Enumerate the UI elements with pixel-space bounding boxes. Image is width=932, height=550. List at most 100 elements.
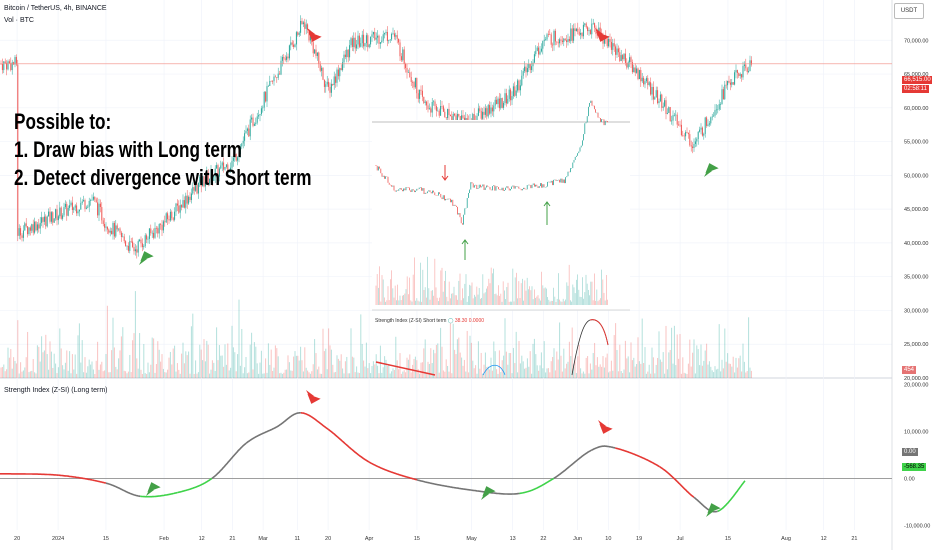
candle-body	[388, 40, 390, 41]
volume-bar	[160, 361, 162, 378]
volume-bar	[316, 369, 318, 378]
volume-bar	[384, 356, 386, 378]
inset-candle	[436, 195, 438, 196]
inset-candle	[537, 186, 539, 188]
volume-bar	[395, 336, 397, 378]
inset-candle	[476, 184, 478, 190]
candle-body	[428, 108, 430, 110]
inset-volume-bar	[489, 283, 491, 305]
volume-bar	[475, 365, 477, 378]
candle-body	[165, 213, 167, 223]
volume-bar	[350, 328, 352, 378]
candle-body	[260, 108, 262, 115]
candle-body	[52, 212, 54, 223]
candle-body	[612, 43, 614, 50]
candle-body	[216, 165, 218, 169]
volume-bar	[490, 357, 492, 378]
volume-bar	[112, 317, 114, 378]
candle-body	[386, 31, 388, 41]
volume-bar	[354, 372, 356, 378]
candle-body	[381, 40, 383, 43]
candle-body	[435, 106, 437, 111]
inset-candle	[435, 195, 437, 196]
volume-bar	[582, 371, 584, 378]
candle-body	[666, 112, 668, 114]
candle-body	[265, 92, 267, 102]
volume-bar	[178, 369, 180, 378]
candle-body	[412, 81, 414, 83]
currency-button[interactable]: USDT	[894, 3, 924, 19]
candle-body	[489, 105, 491, 114]
inset-candle	[586, 116, 588, 123]
inset-candle	[566, 176, 568, 178]
indicator-legend[interactable]: Strength Index (Z-SI) (Long term)	[4, 387, 108, 394]
inset-volume-bar	[386, 300, 388, 305]
inset-volume-bar	[458, 280, 460, 305]
volume-bar	[113, 347, 115, 378]
inset-volume-bar	[409, 277, 410, 305]
inset-volume-bar	[524, 280, 526, 305]
volume-bar	[428, 363, 430, 378]
inset-volume-bar	[400, 300, 402, 305]
inset-volume-bar	[502, 281, 504, 305]
volume-bar	[494, 351, 496, 378]
candle-body	[385, 31, 387, 34]
inset-volume-bar	[594, 273, 595, 305]
volume-bar	[4, 371, 6, 378]
candle-body	[405, 63, 407, 68]
volume-bar	[573, 364, 575, 378]
candle-body	[437, 110, 439, 112]
candle-body	[398, 38, 400, 43]
candle-body	[501, 98, 503, 108]
volume-bar	[196, 373, 198, 378]
inset-volume-bar	[456, 295, 457, 305]
indicator-line-segment	[471, 489, 520, 495]
inset-candle	[552, 180, 553, 186]
volume-bar	[174, 345, 176, 378]
candle-body	[673, 114, 675, 116]
volume-bar	[64, 362, 66, 378]
signal-arrow-head	[147, 482, 161, 493]
inset-volume-bar	[487, 286, 488, 305]
candle-body	[342, 62, 344, 71]
candle-body	[259, 114, 261, 116]
volume-bar	[69, 351, 71, 378]
candle-body	[269, 80, 271, 86]
volume-bar	[307, 370, 309, 378]
time-tick-label: 19	[636, 536, 642, 542]
volume-bar	[162, 368, 164, 378]
volume-bar	[266, 372, 268, 378]
symbol-title[interactable]: Bitcoin / TetherUS, 4h, BINANCE	[4, 5, 107, 12]
inset-candle	[558, 179, 559, 181]
inset-volume-bar	[481, 297, 482, 305]
candle-body	[522, 71, 524, 76]
inset-signal-arrow-head	[543, 201, 551, 207]
volume-bar	[18, 373, 20, 378]
volume-legend[interactable]: Vol · BTC	[4, 17, 34, 24]
candle-body	[344, 54, 346, 58]
countdown-tag: 02:58:11	[902, 85, 929, 93]
inset-candle	[408, 187, 409, 188]
candle-body	[43, 216, 45, 222]
volume-bar	[280, 372, 282, 378]
volume-bar	[409, 354, 411, 378]
volume-bar	[90, 364, 92, 378]
volume-bar	[449, 323, 451, 378]
candle-body	[448, 108, 450, 115]
inset-volume-bar	[433, 295, 434, 305]
candle-body	[651, 86, 653, 95]
candle-body	[585, 23, 587, 28]
inset-volume-bar	[506, 287, 508, 305]
inset-volume-bar	[440, 270, 442, 305]
inset-candle	[471, 182, 473, 184]
volume-bar	[249, 344, 251, 378]
inset-candle	[481, 186, 482, 188]
volume-bar	[339, 360, 341, 378]
volume-bar	[563, 348, 565, 378]
volume-bar	[60, 348, 62, 378]
volume-bar	[237, 354, 239, 378]
volume-bar	[318, 366, 320, 378]
inset-candle	[502, 187, 504, 191]
inset-candle	[480, 184, 481, 188]
